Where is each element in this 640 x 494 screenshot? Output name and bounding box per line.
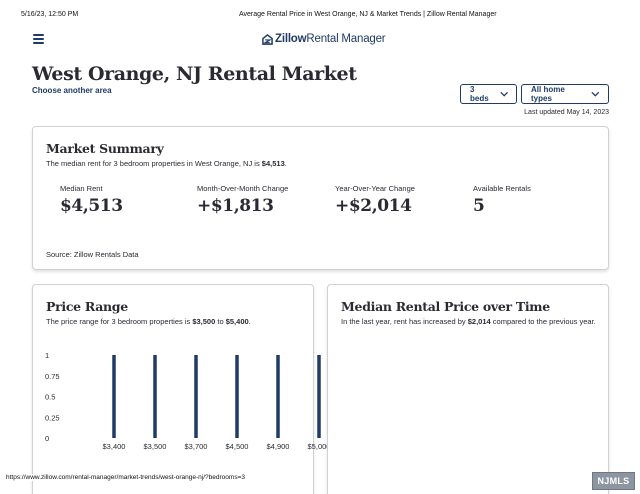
price-range-title: Price Range bbox=[46, 299, 128, 314]
stat-available-rentals: Available Rentals 5 bbox=[473, 184, 531, 216]
y-tick-label: 0.75 bbox=[45, 372, 60, 381]
beds-filter-label: 3 beds bbox=[470, 85, 489, 103]
print-page-title: Average Rental Price in West Orange, NJ … bbox=[239, 11, 497, 18]
stat-month-over-month: Month-Over-Month Change +$1,813 bbox=[197, 184, 288, 216]
stat-label: Year-Over-Year Change bbox=[335, 184, 415, 193]
x-tick-label: $4,500 bbox=[226, 442, 249, 451]
stat-value: +$2,014 bbox=[335, 196, 412, 216]
median-over-time-subtitle: In the last year, rent has increased by … bbox=[341, 317, 596, 326]
median-rental-price-over-time-card: Median Rental Price over Time In the las… bbox=[327, 284, 609, 494]
price-bar[interactable] bbox=[112, 355, 116, 438]
print-footer-url: https://www.zillow.com/rental-manager/ma… bbox=[6, 474, 248, 481]
stat-median-rent: Median Rent $4,513 bbox=[60, 184, 123, 216]
print-header: 5/16/23, 12:50 PM Average Rental Price i… bbox=[21, 11, 619, 21]
price-range-card: Price Range The price range for 3 bedroo… bbox=[32, 284, 329, 494]
stat-value: +$1,813 bbox=[197, 196, 274, 216]
stat-label: Month-Over-Month Change bbox=[197, 184, 289, 193]
stat-year-over-year: Year-Over-Year Change +$2,014 bbox=[335, 184, 415, 216]
njmls-watermark-logo: NJMLS bbox=[592, 472, 635, 490]
last-updated-text: Last updated May 14, 2023 bbox=[524, 109, 609, 116]
price-bar[interactable] bbox=[153, 355, 157, 438]
stat-value: 5 bbox=[473, 196, 485, 216]
data-source-text: Source: Zillow Rentals Data bbox=[46, 250, 139, 259]
logo-product-text: Rental Manager bbox=[306, 33, 386, 45]
x-tick-label: $3,400 bbox=[103, 442, 126, 451]
price-bar[interactable] bbox=[317, 355, 321, 438]
price-range-bar-chart: 1 0.75 0.5 0.25 0 $3,400 $3,500 $3,700 $4,500 $4,… bbox=[45, 351, 329, 451]
x-tick-label: $4,900 bbox=[267, 442, 290, 451]
price-bar[interactable] bbox=[194, 355, 198, 438]
price-range-chart-area: 1 0.75 0.5 0.25 0 $3,400 $3,500 $3,700 $4,500 $4,… bbox=[33, 285, 329, 471]
x-tick-label: $5,000 bbox=[308, 442, 329, 451]
home-types-filter-label: All home types bbox=[531, 85, 565, 103]
chevron-down-icon bbox=[500, 91, 508, 97]
choose-another-area-link[interactable]: Choose another area bbox=[32, 86, 112, 95]
market-summary-subtitle: The median rent for 3 bedroom properties… bbox=[46, 159, 287, 168]
y-tick-label: 0.25 bbox=[45, 413, 60, 422]
y-tick-label: 1 bbox=[45, 351, 49, 360]
median-over-time-title: Median Rental Price over Time bbox=[341, 299, 550, 314]
price-range-subtitle: The price range for 3 bedroom properties… bbox=[46, 317, 251, 326]
yoy-increase-highlight: $2,014 bbox=[467, 317, 491, 326]
y-tick-label: 0.5 bbox=[45, 393, 55, 402]
stat-label: Median Rent bbox=[60, 184, 103, 193]
top-nav: Zillow Rental Manager bbox=[0, 28, 640, 50]
chevron-down-icon bbox=[591, 91, 600, 97]
price-bar[interactable] bbox=[276, 355, 280, 438]
median-rent-highlight: $4,513 bbox=[261, 159, 285, 168]
price-low-highlight: $3,500 bbox=[192, 317, 216, 326]
zillow-rental-manager-logo[interactable]: Zillow Rental Manager bbox=[262, 31, 386, 47]
beds-filter-dropdown[interactable]: 3 beds bbox=[460, 84, 517, 104]
y-tick-label: 0 bbox=[45, 434, 49, 443]
zillow-house-icon bbox=[262, 33, 273, 45]
print-datetime: 5/16/23, 12:50 PM bbox=[21, 11, 79, 18]
price-high-highlight: $5,400 bbox=[225, 317, 249, 326]
logo-brand-text: Zillow bbox=[275, 33, 307, 45]
page-title: West Orange, NJ Rental Market bbox=[32, 63, 357, 85]
stat-value: $4,513 bbox=[60, 196, 123, 216]
price-bar[interactable] bbox=[235, 355, 239, 438]
stat-label: Available Rentals bbox=[473, 184, 531, 193]
x-tick-label: $3,500 bbox=[144, 442, 167, 451]
hamburger-menu-icon[interactable] bbox=[33, 34, 44, 44]
x-tick-label: $3,700 bbox=[185, 442, 208, 451]
market-summary-title: Market Summary bbox=[46, 141, 164, 156]
home-types-filter-dropdown[interactable]: All home types bbox=[521, 84, 609, 104]
market-summary-card: Market Summary The median rent for 3 bed… bbox=[32, 126, 609, 270]
